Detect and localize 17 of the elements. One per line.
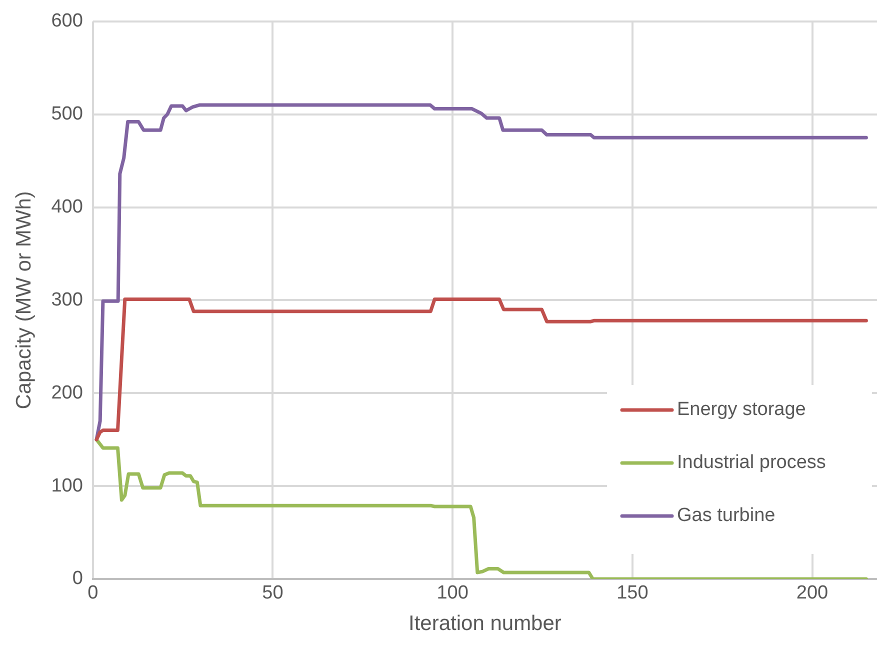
- y-tick-label: 200: [51, 382, 83, 404]
- legend-label: Industrial process: [677, 452, 826, 474]
- x-tick-label: 100: [436, 582, 468, 604]
- y-tick-label: 500: [51, 104, 83, 125]
- x-axis-title: Iteration number: [408, 612, 562, 636]
- legend-label: Energy storage: [677, 399, 806, 420]
- y-axis-title: Capacity (MW or MWh): [12, 191, 36, 410]
- x-tick-label: 0: [88, 582, 98, 604]
- y-tick-label: 100: [51, 475, 83, 496]
- x-tick-label: 200: [796, 582, 828, 604]
- x-tick-label: 50: [262, 582, 284, 604]
- legend-label: Gas turbine: [677, 505, 776, 526]
- y-tick-label: 300: [51, 289, 83, 310]
- x-tick-label: 150: [616, 582, 648, 604]
- y-tick-label: 0: [72, 568, 83, 590]
- y-tick-label: 600: [51, 10, 83, 32]
- y-tick-label: 400: [51, 196, 83, 218]
